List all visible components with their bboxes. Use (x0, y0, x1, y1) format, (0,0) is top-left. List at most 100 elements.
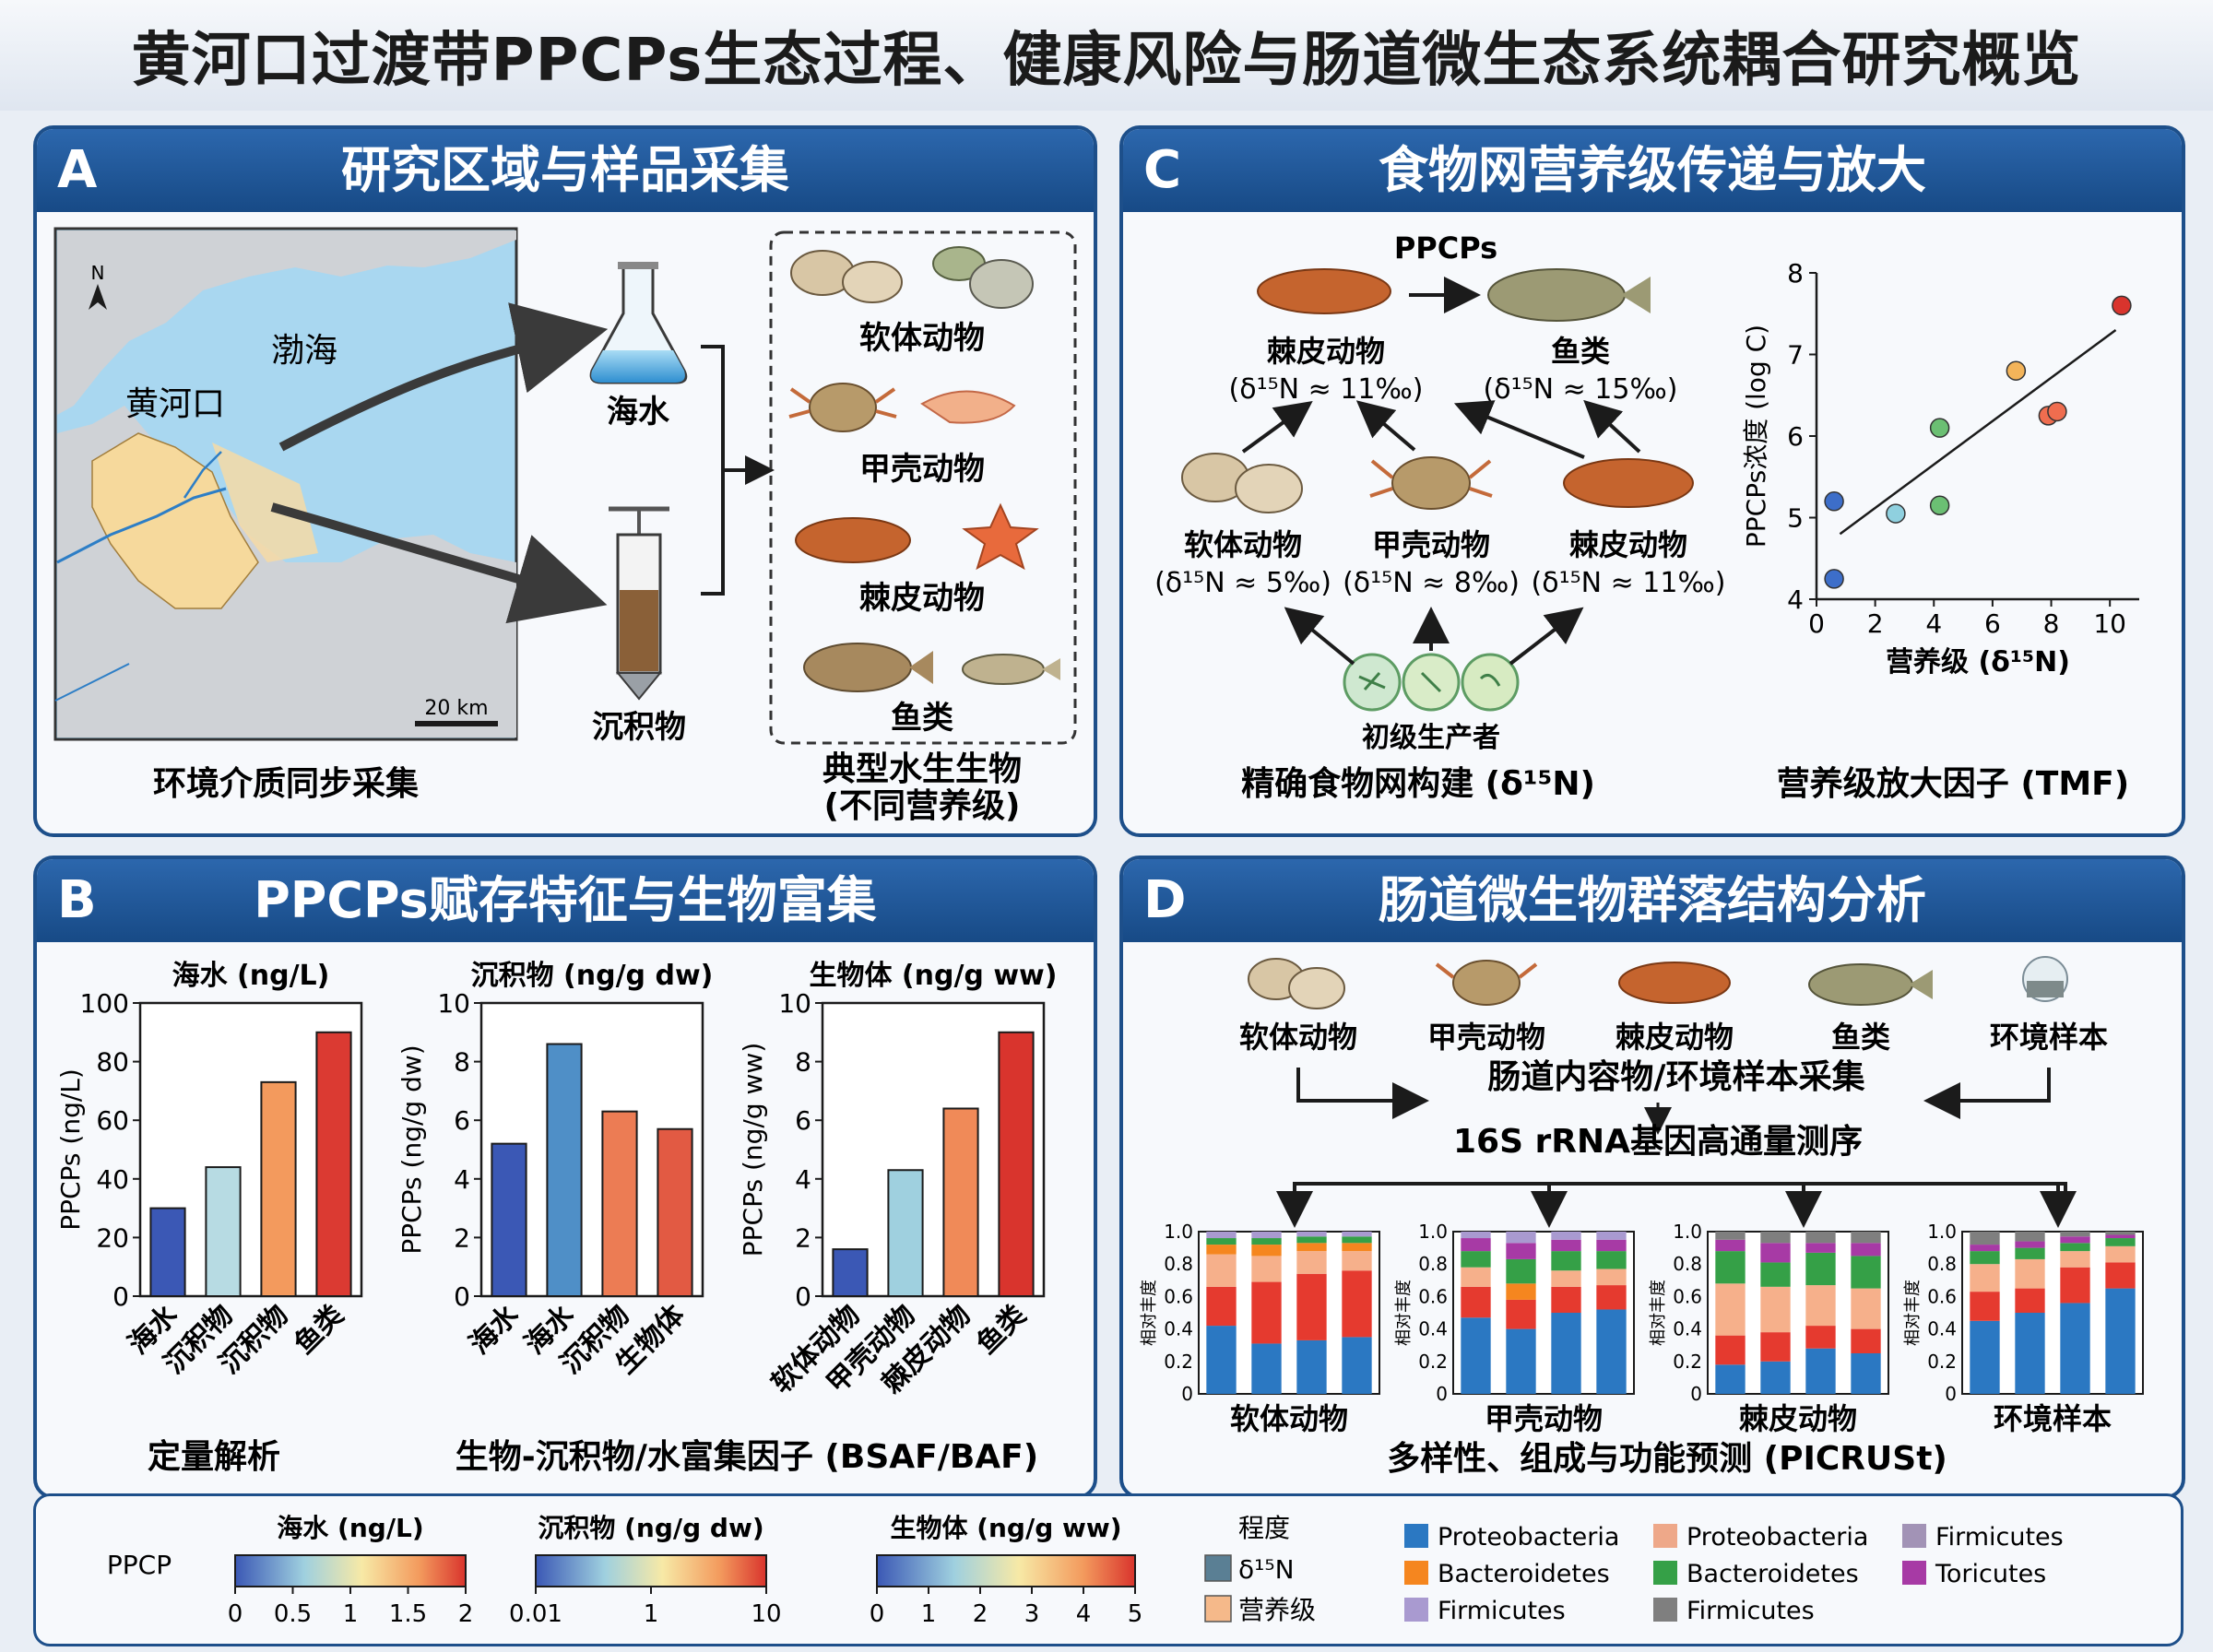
organism-label-mollusc: 软体动物 (859, 320, 985, 357)
legend-colorbar-tick-label: 1 (343, 1600, 359, 1628)
y-tick-label: 6 (795, 1105, 811, 1136)
gut-source-fish-icon (1808, 963, 1933, 1006)
stacked-segment (1461, 1238, 1491, 1252)
panel-d-header: D 肠道微生物群落结构分析 (1123, 859, 2182, 942)
y-axis-label: PPCPs (ng/g ww) (738, 1043, 768, 1257)
stacked-segment (2105, 1232, 2136, 1235)
panel-b-caption-left: 定量解析 (148, 1438, 280, 1476)
food-web-crustacean-icon (1369, 456, 1493, 510)
y-tick-label: 4 (795, 1164, 811, 1195)
stacked-y-tick-label: 0.8 (1418, 1253, 1448, 1275)
legend-taxon-label: Firmicutes (1686, 1597, 1815, 1625)
stacked-segment (1296, 1273, 1327, 1340)
stacked-segment (2060, 1232, 2090, 1237)
media-sediment-label: 沉积物 (592, 709, 686, 746)
y-tick-label: 100 (80, 988, 129, 1019)
stacked-segment (1551, 1313, 1581, 1394)
bar-chart-title: 生物体 (ng/g ww) (809, 960, 1057, 992)
stacked-segment (1206, 1326, 1237, 1394)
stacked-segment (1851, 1243, 1881, 1257)
legend-colorbar-tick-label: 2 (973, 1600, 988, 1628)
organism-label-crustacean: 甲壳动物 (859, 451, 985, 488)
stacked-segment (1506, 1243, 1536, 1259)
stacked-segment (1715, 1335, 1746, 1365)
scatter-y-tick-label: 5 (1787, 503, 1804, 534)
panel-b-caption-right: 生物-沉积物/水富集因子 (BSAF/BAF) (456, 1437, 1038, 1476)
scatter-x-tick-label: 6 (1984, 608, 2001, 639)
stacked-segment (1970, 1292, 2000, 1321)
stacked-segment (1851, 1328, 1881, 1353)
legend-ppcp-label: PPCP (107, 1550, 172, 1580)
y-tick-label: 4 (454, 1164, 470, 1195)
arrow-to-seawater (278, 302, 609, 452)
gut-source-crustacean-icon (1435, 960, 1538, 1006)
stacked-segment (1715, 1239, 1746, 1252)
map-estuary-label: 黄河口 (125, 385, 225, 423)
primary-producer-icon (1343, 653, 1520, 712)
stacked-segment (1506, 1232, 1536, 1244)
food-web-crustacean-iso: (δ¹⁵N ≈ 8‰) (1343, 567, 1520, 599)
organism-label-echinoderm: 棘皮动物 (859, 580, 985, 617)
food-web-echinoderm-top-iso: (δ¹⁵N ≈ 11‰) (1229, 373, 1424, 406)
stacked-segment (1715, 1364, 1746, 1394)
food-web-mollusc-name: 软体动物 (1184, 527, 1302, 562)
scatter-x-tick-label: 0 (1808, 608, 1825, 639)
stacked-y-axis-label: 相对丰度 (1140, 1280, 1159, 1346)
stacked-segment (1715, 1251, 1746, 1284)
stacked-segment (1760, 1286, 1791, 1333)
stacked-y-tick-label: 0.8 (1673, 1253, 1702, 1275)
panel-c-graphic: PPCPs 棘皮动物 (δ¹⁵N ≈ 11‰) 鱼类 (δ¹⁵N ≈ 15‰) … (1154, 230, 2139, 803)
stacked-segment (1506, 1258, 1536, 1284)
stacked-segment (1596, 1232, 1627, 1240)
stacked-segment (1461, 1251, 1491, 1268)
stacked-segment (1342, 1270, 1372, 1338)
y-tick-label: 2 (795, 1222, 811, 1253)
legend-colorbar-title: 海水 (ng/L) (277, 1513, 423, 1543)
stacked-y-tick-label: 0.4 (1164, 1318, 1193, 1340)
legend-panel: PPCP 海水 (ng/L) 0 0.5 1 1.5 2 沉积物 (ng/g dw) 0.01… (33, 1493, 2183, 1646)
legend-colorbar (876, 1554, 1136, 1587)
scatter-x-tick-label: 4 (1925, 608, 1942, 639)
scatter-y-tick-label: 7 (1787, 340, 1804, 371)
legend-taxon-label: Proteobacteria (1438, 1523, 1619, 1552)
bar (546, 1043, 583, 1298)
arrow-echinoderm-mid-to-top (1453, 400, 1585, 459)
stacked-segment (1970, 1232, 2000, 1245)
food-web-mollusc-iso: (δ¹⁵N ≈ 5‰) (1154, 567, 1331, 599)
stacked-segment (1342, 1337, 1372, 1394)
scatter-point (2047, 401, 2067, 422)
stacked-segment (1461, 1267, 1491, 1287)
legend-taxon-swatch (1404, 1561, 1428, 1585)
scatter-point (1886, 503, 1906, 524)
stacked-y-axis-label: 相对丰度 (1649, 1280, 1668, 1346)
panel-c: C 食物网营养级传递与放大 PPCPs 棘皮动物 (δ¹⁵N ≈ 11‰) 鱼类… (1119, 125, 2185, 837)
stacked-y-tick-label: 0 (1945, 1383, 1957, 1405)
sequencing-branch-line (1293, 1182, 2067, 1197)
y-tick-label: 8 (454, 1047, 470, 1078)
stacked-segment (2060, 1303, 2090, 1394)
bar-chart-title: 沉积物 (ng/g dw) (471, 960, 714, 992)
panel-a: A 研究区域与样品采集 N 渤海 黄河口 20 km (33, 125, 1097, 837)
stacked-segment (2015, 1247, 2045, 1259)
y-tick-label: 0 (795, 1281, 811, 1312)
stacked-segment (1251, 1256, 1282, 1282)
panel-a-header: A 研究区域与样品采集 (37, 129, 1094, 212)
legend-colorbar-title: 生物体 (ng/g ww) (890, 1513, 1121, 1543)
legend-colorbar-tick-label: 1.5 (389, 1600, 427, 1628)
map-north-label: N (91, 262, 105, 284)
stacked-segment (1805, 1243, 1836, 1253)
crustacean-icon (788, 383, 1016, 432)
legend-taxon-swatch (1653, 1524, 1677, 1548)
food-web-producer-name: 初级生产者 (1362, 722, 1500, 754)
legend-degree-label: 营养级 (1238, 1595, 1316, 1625)
panel-d-caption: 多样性、组成与功能预测 (PICRUSt) (1387, 1440, 1947, 1478)
scatter-fit-line (1839, 328, 2117, 536)
legend-graphic: PPCP 海水 (ng/L) 0 0.5 1 1.5 2 沉积物 (ng/g dw) 0.01… (107, 1513, 2064, 1628)
stacked-segment (1805, 1348, 1836, 1394)
y-tick-label: 80 (96, 1047, 129, 1078)
stacked-segment (1461, 1317, 1491, 1394)
legend-taxon-label: Toricutes (1935, 1560, 2046, 1588)
